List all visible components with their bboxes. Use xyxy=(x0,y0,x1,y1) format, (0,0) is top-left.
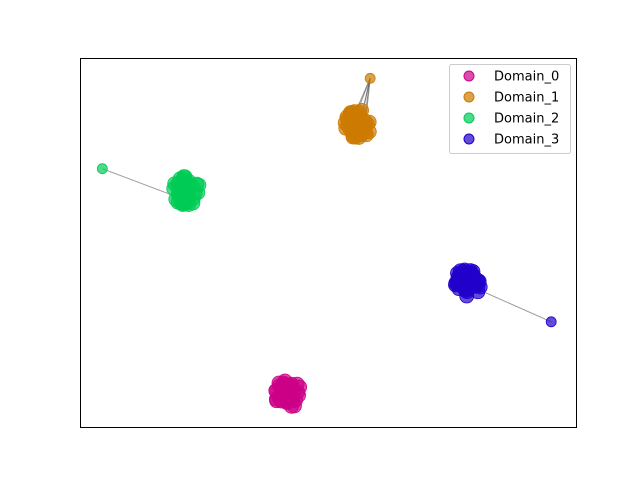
data-point xyxy=(173,195,189,211)
outlier-point xyxy=(96,163,108,175)
legend-label: Domain_2 xyxy=(494,112,559,127)
legend-marker xyxy=(463,91,475,103)
data-point xyxy=(166,181,182,197)
data-point xyxy=(470,278,486,293)
outlier-point xyxy=(364,72,376,84)
data-point xyxy=(291,387,306,403)
legend-label: Domain_1 xyxy=(494,91,559,106)
data-point xyxy=(181,176,197,192)
legend-box xyxy=(449,64,571,154)
legend-marker xyxy=(463,70,475,82)
data-point xyxy=(357,113,373,129)
edge-line xyxy=(102,168,180,199)
legend-marker xyxy=(463,133,475,145)
data-point xyxy=(277,379,292,395)
data-point xyxy=(454,266,470,282)
legend-marker xyxy=(463,112,475,124)
legend-label: Domain_3 xyxy=(494,133,559,148)
legend: Domain_0 Domain_1 Domain_2 Domain_3 xyxy=(449,64,571,154)
legend-label: Domain_0 xyxy=(494,70,559,85)
point-layer xyxy=(96,72,557,414)
outlier-point xyxy=(545,316,557,328)
data-point xyxy=(352,126,368,142)
